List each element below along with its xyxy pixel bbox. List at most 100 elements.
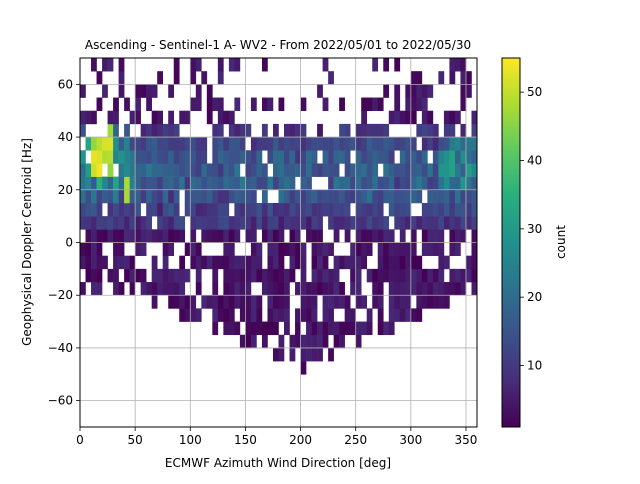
heatmap-cell bbox=[239, 137, 246, 151]
heatmap-cell bbox=[234, 176, 241, 191]
heatmap-cell bbox=[405, 242, 412, 256]
heatmap-cell bbox=[355, 295, 362, 309]
heatmap-cell bbox=[250, 295, 257, 309]
heatmap-cell bbox=[438, 255, 445, 270]
heatmap-cell bbox=[399, 110, 406, 125]
heatmap-cell bbox=[300, 202, 307, 217]
heatmap-cell bbox=[421, 295, 428, 309]
heatmap-cell bbox=[394, 202, 401, 217]
heatmap-cell bbox=[267, 295, 274, 309]
heatmap-cell bbox=[118, 216, 125, 230]
heatmap-cell bbox=[146, 97, 152, 112]
heatmap-cell bbox=[179, 176, 186, 191]
heatmap-cell bbox=[190, 163, 197, 177]
heatmap-cell bbox=[399, 242, 406, 256]
heatmap-cell bbox=[377, 216, 384, 230]
heatmap-cell bbox=[449, 242, 456, 256]
heatmap-cell bbox=[190, 150, 197, 164]
heatmap-cell bbox=[465, 216, 472, 230]
heatmap-cell bbox=[179, 308, 186, 322]
heatmap-cell bbox=[405, 97, 412, 112]
heatmap-cell bbox=[394, 189, 401, 204]
heatmap-cell bbox=[91, 150, 97, 164]
heatmap-cell bbox=[454, 163, 461, 177]
heatmap-cell bbox=[217, 150, 224, 164]
heatmap-cell bbox=[212, 150, 219, 164]
heatmap-cell bbox=[113, 110, 119, 125]
heatmap-cell bbox=[206, 189, 213, 204]
heatmap-cell bbox=[438, 163, 445, 177]
heatmap-cell bbox=[377, 295, 384, 309]
heatmap-cell bbox=[118, 282, 125, 296]
heatmap-cell bbox=[471, 255, 477, 270]
heatmap-cell bbox=[410, 110, 417, 125]
heatmap-cell bbox=[234, 58, 241, 72]
heatmap-cell bbox=[410, 282, 417, 296]
heatmap-cell bbox=[173, 137, 180, 151]
heatmap-cell bbox=[102, 84, 108, 98]
heatmap-cell bbox=[471, 123, 477, 138]
heatmap-cell bbox=[140, 137, 147, 151]
heatmap-cell bbox=[278, 176, 285, 191]
heatmap-cell bbox=[245, 123, 252, 138]
heatmap-cell bbox=[129, 189, 136, 204]
heatmap-cell bbox=[416, 176, 423, 191]
heatmap-cell bbox=[443, 123, 450, 138]
heatmap-cell bbox=[339, 137, 345, 151]
heatmap-cell bbox=[151, 150, 158, 164]
heatmap-cell bbox=[173, 58, 180, 72]
heatmap-cell bbox=[151, 110, 158, 125]
heatmap-cell bbox=[438, 202, 445, 217]
heatmap-cell bbox=[333, 150, 340, 164]
heatmap-cell bbox=[438, 150, 445, 164]
heatmap-cell bbox=[113, 202, 119, 217]
heatmap-cell bbox=[405, 189, 412, 204]
heatmap-cell bbox=[245, 308, 252, 322]
heatmap-cell bbox=[256, 295, 263, 309]
x-tick-label: 100 bbox=[179, 433, 202, 447]
heatmap-cell bbox=[344, 163, 351, 177]
heatmap-cell bbox=[107, 150, 114, 164]
heatmap-cell bbox=[217, 58, 224, 72]
heatmap-cell bbox=[284, 137, 290, 151]
heatmap-cell bbox=[377, 242, 384, 256]
heatmap-cell bbox=[80, 242, 86, 256]
heatmap-cell bbox=[416, 163, 423, 177]
heatmap-cell bbox=[96, 137, 103, 151]
heatmap-cell bbox=[157, 216, 163, 230]
heatmap-cell bbox=[228, 189, 235, 204]
heatmap-cell bbox=[339, 295, 345, 309]
heatmap-cell bbox=[267, 202, 274, 217]
heatmap-cell bbox=[267, 216, 274, 230]
heatmap-cell bbox=[328, 71, 334, 85]
heatmap-cell bbox=[107, 137, 114, 151]
heatmap-cell bbox=[151, 202, 158, 217]
heatmap-cell bbox=[85, 163, 92, 177]
heatmap-cell bbox=[173, 202, 180, 217]
heatmap-cell bbox=[184, 137, 191, 151]
heatmap-cell bbox=[405, 255, 412, 270]
heatmap-cell bbox=[245, 202, 252, 217]
heatmap-cell bbox=[168, 295, 175, 309]
heatmap-cell bbox=[438, 295, 445, 309]
heatmap-cell bbox=[361, 189, 368, 204]
heatmap-cell bbox=[355, 334, 362, 349]
y-tick-label: −40 bbox=[48, 341, 73, 355]
heatmap-cell bbox=[272, 176, 279, 191]
heatmap-cell bbox=[300, 123, 307, 138]
heatmap-cell bbox=[201, 229, 208, 243]
heatmap-cell bbox=[162, 163, 169, 177]
heatmap-cell bbox=[179, 110, 186, 125]
heatmap-cell bbox=[333, 202, 340, 217]
heatmap-cell bbox=[344, 202, 351, 217]
heatmap-cell bbox=[311, 282, 318, 296]
heatmap-cell bbox=[272, 282, 279, 296]
heatmap-cell bbox=[212, 308, 219, 322]
heatmap-cell bbox=[118, 176, 125, 191]
heatmap-cell bbox=[272, 202, 279, 217]
heatmap-cell bbox=[140, 150, 147, 164]
heatmap-cell bbox=[410, 242, 417, 256]
heatmap-cell bbox=[228, 123, 235, 138]
heatmap-cell bbox=[239, 295, 246, 309]
heatmap-cell bbox=[223, 295, 230, 309]
